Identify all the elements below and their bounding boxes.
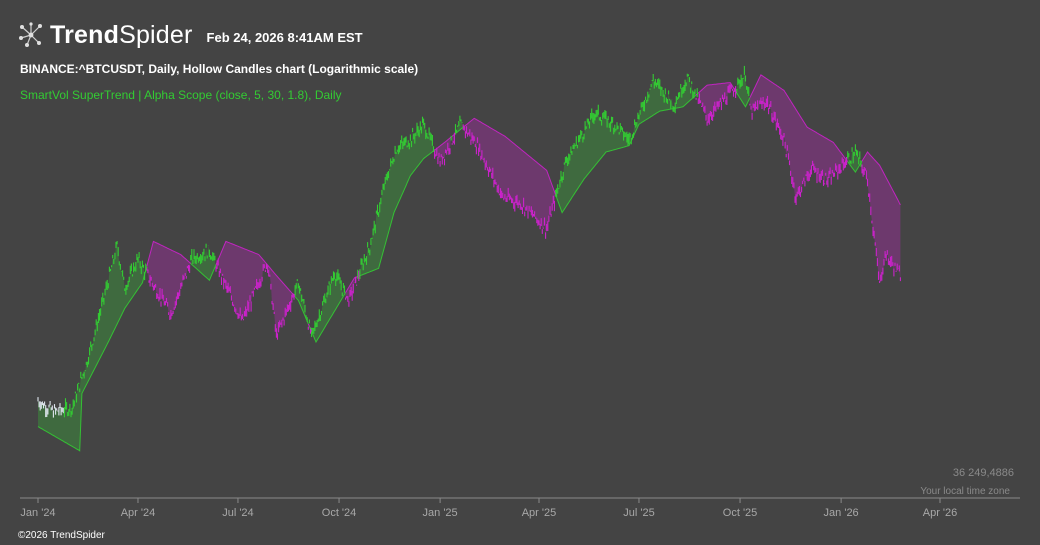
supertrend-line-bull [847,160,863,173]
supertrend-band-bull [359,120,435,276]
brand-bold: Trend [50,20,120,49]
supertrend-line-bear [749,74,849,163]
supertrend-band-bear [749,74,848,200]
supertrend-band-bear [862,152,901,283]
x-axis-ticks: Jan '24 Apr '24 Jul '24 Oct '24 Jan '25 Apr '… [20,498,957,519]
supertrend-band-bear [434,136,452,165]
supertrend-line-bull [696,92,699,95]
supertrend-line-bear [345,276,358,293]
supertrend-band-bear [345,274,358,306]
supertrend-band-bull [295,280,309,329]
supertrend-line-bear [695,93,698,96]
trendspider-logo-icon [19,22,42,47]
supertrend-line-bull [294,296,309,324]
supertrend-band-layer [38,71,901,451]
copyright: ©2026 TrendSpider [18,530,105,541]
supertrend-band-bear [146,241,191,317]
supertrend-line-bear [462,117,556,195]
supertrend-band-bear [216,241,296,338]
supertrend-line-bear [215,240,296,298]
supertrend-line-bear [451,133,456,137]
x-tick-label: Jan '25 [423,507,458,519]
x-tick-label: Apr '26 [923,507,958,519]
price-readout: 36 249,4886 [952,467,1014,479]
x-tick-label: Jan '24 [20,507,55,519]
price-series-layer [37,65,901,418]
supertrend-line-bull [555,94,697,214]
supertrend-line-bull [455,126,464,134]
supertrend-line-bear [310,328,313,332]
brand-light: Spider [119,20,193,49]
supertrend-line-layer [37,74,901,452]
x-tick-label: Apr '24 [121,507,156,519]
header: TrendSpider Feb 24, 2026 8:41AM EST [18,20,363,50]
supertrend-band-bull [555,74,697,213]
supertrend-band-bull [38,242,147,451]
supertrend-line-bear [434,136,452,151]
supertrend-line-bull [450,135,453,138]
supertrend-line-bull [357,275,360,278]
supertrend-line-bear [697,82,738,94]
supertrend-line-bear [861,151,901,206]
x-tick-label: Oct '24 [322,507,357,519]
x-tick-label: Jul '24 [222,507,253,519]
supertrend-line-bear [146,240,192,267]
chart-title: BINANCE:^BTCUSDT, Daily, Hollow Candles … [20,62,419,76]
supertrend-band-bull [311,274,346,342]
supertrend-line-bull [311,292,347,344]
supertrend-line-bull [190,263,217,282]
supertrend-line-bull [308,326,311,330]
timezone-label[interactable]: Your local time zone [920,486,1010,497]
x-tick-label: Jan '26 [824,507,859,519]
indicator-label[interactable]: SmartVol SuperTrend | Alpha Scope (close… [20,88,342,102]
supertrend-line-bull [736,92,751,108]
supertrend-band-bear [463,118,556,233]
timestamp: Feb 24, 2026 8:41AM EST [206,29,363,45]
supertrend-line-bull [359,149,435,277]
supertrend-band-bull [455,120,464,134]
x-tick-label: Apr '25 [522,507,557,519]
supertrend-line-bull [37,266,148,452]
x-tick-label: Oct '25 [723,507,758,519]
brand-name: TrendSpider [50,21,193,50]
supertrend-line-bear [307,323,310,327]
x-tick-label: Jul '25 [623,507,654,519]
